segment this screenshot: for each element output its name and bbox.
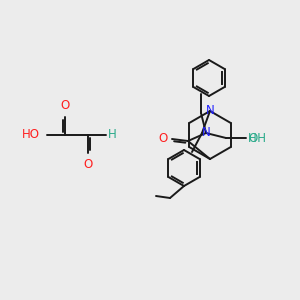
Text: O: O [159, 133, 168, 146]
Text: O: O [60, 99, 70, 112]
Text: HO: HO [22, 128, 40, 142]
Text: O: O [83, 158, 93, 171]
Text: OH: OH [248, 131, 266, 145]
Text: N: N [206, 104, 214, 118]
Text: N: N [202, 127, 210, 140]
Text: H: H [108, 128, 117, 142]
Text: H: H [248, 131, 257, 145]
